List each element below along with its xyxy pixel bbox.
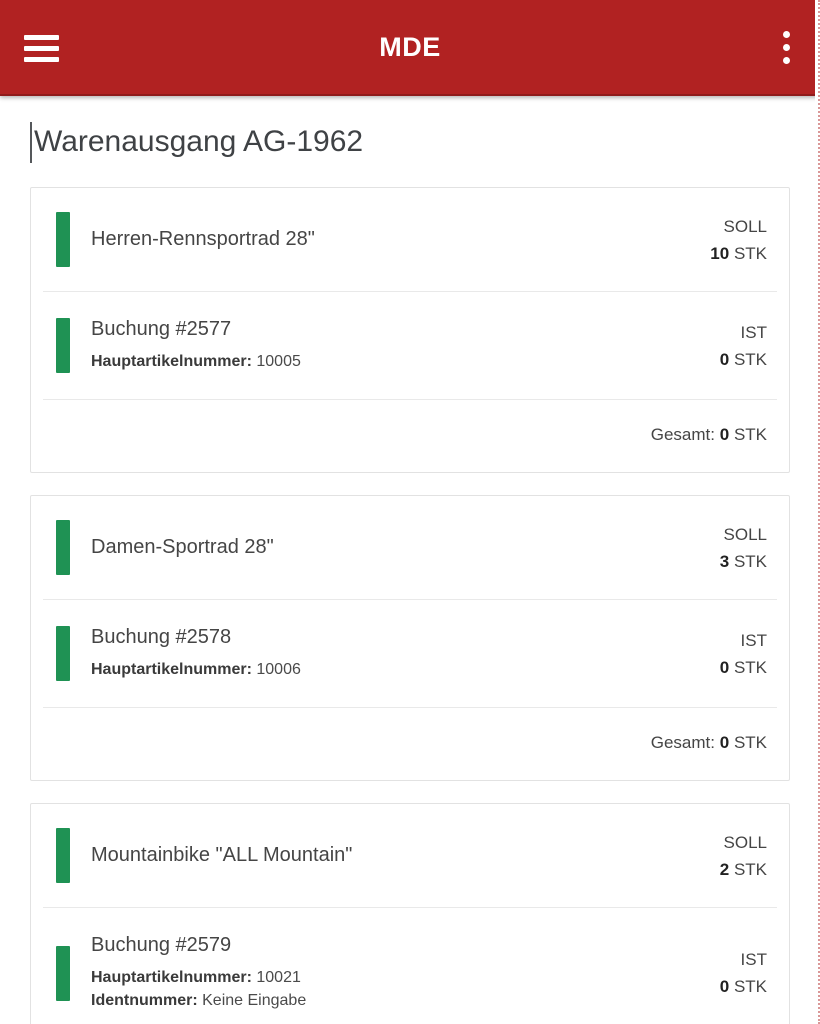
app-bar: MDE xyxy=(0,0,820,96)
app-title: MDE xyxy=(379,31,441,62)
order-card: Herren-Rennsportrad 28" SOLL 10 STK Buch… xyxy=(30,187,790,473)
status-bar xyxy=(56,318,70,373)
main-content: Warenausgang AG-1962 Herren-Rennsportrad… xyxy=(0,120,820,1024)
booking-info: Buchung #2579 Hauptartikelnummer: 10021 … xyxy=(91,934,306,1012)
booking-info: Buchung #2577 Hauptartikelnummer: 10005 xyxy=(91,318,301,373)
total-row: Gesamt: 0 STK xyxy=(31,400,789,472)
order-card: Damen-Sportrad 28" SOLL 3 STK Buchung #2… xyxy=(30,495,790,781)
page-title-text: Warenausgang AG-1962 xyxy=(34,125,364,158)
ist-label: IST xyxy=(740,630,767,650)
field-label: Identnummer: xyxy=(91,992,198,1009)
kebab-menu-icon[interactable] xyxy=(777,24,796,71)
stk-label: STK xyxy=(733,657,767,677)
ist-value: 0 xyxy=(719,657,730,677)
booking-row[interactable]: Buchung #2578 Hauptartikelnummer: 10006 … xyxy=(31,600,789,707)
booking-field: Hauptartikelnummer: 10006 xyxy=(91,658,301,681)
booking-row[interactable]: Buchung #2577 Hauptartikelnummer: 10005 … xyxy=(31,292,789,399)
status-bar xyxy=(56,828,70,883)
soll-value: 2 xyxy=(719,859,730,879)
soll-label: SOLL xyxy=(723,524,767,544)
ist-quantity: IST 0 STK xyxy=(708,319,767,373)
booking-field: Hauptartikelnummer: 10021 xyxy=(91,966,306,989)
field-value: Keine Eingabe xyxy=(202,992,307,1009)
item-name: Damen-Sportrad 28" xyxy=(91,536,274,558)
ist-value: 0 xyxy=(719,349,730,369)
stk-label: STK xyxy=(733,977,767,996)
booking-field: Hauptartikelnummer: 10005 xyxy=(91,350,301,373)
booking-title: Buchung #2578 xyxy=(91,626,232,648)
field-label: Hauptartikelnummer: xyxy=(91,969,252,986)
item-row[interactable]: Damen-Sportrad 28" SOLL 3 STK xyxy=(31,496,789,599)
ist-quantity: IST 0 STK xyxy=(708,627,767,681)
item-row[interactable]: Herren-Rennsportrad 28" SOLL 10 STK xyxy=(31,188,789,291)
soll-value: 3 xyxy=(719,551,730,571)
status-bar xyxy=(56,945,70,1001)
field-label: Hauptartikelnummer: xyxy=(91,661,252,678)
booking-title: Buchung #2579 xyxy=(91,934,232,956)
item-row[interactable]: Mountainbike "ALL Mountain" SOLL 2 STK xyxy=(31,804,789,907)
field-value: 10006 xyxy=(256,661,301,678)
divider xyxy=(43,599,777,600)
booking-info: Buchung #2578 Hauptartikelnummer: 10006 xyxy=(91,626,301,681)
stk-label: STK xyxy=(733,425,767,444)
gesamt-value: 0 xyxy=(719,733,730,752)
soll-label: SOLL xyxy=(723,832,767,852)
stk-label: STK xyxy=(733,551,767,571)
soll-quantity: SOLL 10 STK xyxy=(698,213,767,267)
divider xyxy=(43,291,777,292)
item-name: Mountainbike "ALL Mountain" xyxy=(91,844,353,866)
ist-quantity: IST 0 STK xyxy=(708,946,767,1000)
soll-quantity: SOLL 3 STK xyxy=(708,521,767,575)
gesamt-label: Gesamt: xyxy=(650,733,715,752)
booking-row[interactable]: Buchung #2579 Hauptartikelnummer: 10021 … xyxy=(31,908,789,1024)
stk-label: STK xyxy=(733,733,767,752)
ist-label: IST xyxy=(740,950,767,969)
field-value: 10021 xyxy=(256,969,301,986)
status-bar xyxy=(56,212,70,267)
stk-label: STK xyxy=(733,349,767,369)
order-card: Mountainbike "ALL Mountain" SOLL 2 STK B… xyxy=(30,803,790,1024)
screen-edge-artifact xyxy=(815,0,820,1024)
gesamt-label: Gesamt: xyxy=(650,425,715,444)
ist-label: IST xyxy=(740,322,767,342)
stk-label: STK xyxy=(733,243,767,263)
status-bar xyxy=(56,520,70,575)
text-caret xyxy=(30,121,32,163)
item-name: Herren-Rennsportrad 28" xyxy=(91,228,315,250)
divider xyxy=(43,907,777,908)
field-label: Hauptartikelnummer: xyxy=(91,353,252,370)
divider xyxy=(43,399,777,400)
soll-value: 10 xyxy=(710,243,730,263)
booking-field: Identnummer: Keine Eingabe xyxy=(91,989,306,1012)
hamburger-menu-icon[interactable] xyxy=(24,34,59,62)
stk-label: STK xyxy=(733,859,767,879)
total-row: Gesamt: 0 STK xyxy=(31,708,789,780)
gesamt-value: 0 xyxy=(719,425,730,444)
soll-quantity: SOLL 2 STK xyxy=(708,829,767,883)
divider xyxy=(43,707,777,708)
field-value: 10005 xyxy=(256,353,301,370)
page-title: Warenausgang AG-1962 xyxy=(30,120,790,164)
ist-value: 0 xyxy=(719,977,730,996)
booking-title: Buchung #2577 xyxy=(91,318,232,340)
status-bar xyxy=(56,626,70,681)
soll-label: SOLL xyxy=(723,216,767,236)
